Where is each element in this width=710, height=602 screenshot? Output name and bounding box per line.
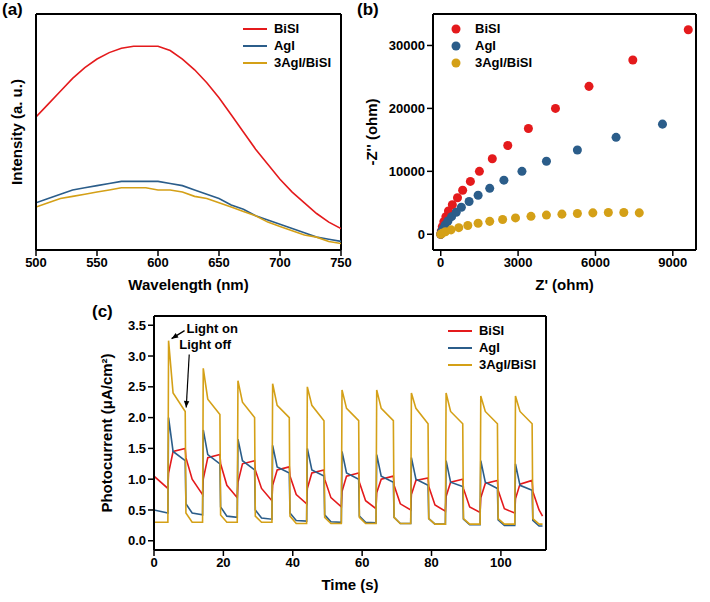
svg-text:Time (s): Time (s) xyxy=(321,576,378,593)
svg-text:650: 650 xyxy=(208,255,230,270)
html-text:BiSI: BiSI xyxy=(475,21,501,36)
svg-text:20000: 20000 xyxy=(389,101,425,116)
svg-text:60: 60 xyxy=(355,555,369,570)
svg-text:550: 550 xyxy=(86,255,108,270)
svg-text:30000: 30000 xyxy=(389,38,425,53)
svg-text:Z' (ohm): Z' (ohm) xyxy=(535,276,594,293)
svg-text:Light on: Light on xyxy=(187,321,238,336)
svg-text:Light off: Light off xyxy=(179,337,232,352)
html-text:BiSI: BiSI xyxy=(273,21,300,36)
svg-text:3.0: 3.0 xyxy=(128,349,146,364)
svg-text:Intensity (a. u.): Intensity (a. u.) xyxy=(8,79,25,185)
svg-text:0: 0 xyxy=(437,255,444,270)
html-text:(b): (b) xyxy=(357,0,379,19)
html-text:AgI: AgI xyxy=(273,38,295,53)
svg-text:-Z'' (ohm): -Z'' (ohm) xyxy=(363,98,380,165)
svg-text:500: 500 xyxy=(25,255,47,270)
svg-text:20: 20 xyxy=(216,555,230,570)
svg-text:40: 40 xyxy=(286,555,300,570)
html-text:3AgI/BiSI: 3AgI/BiSI xyxy=(273,55,331,70)
svg-text:3.5: 3.5 xyxy=(128,318,146,333)
svg-text:0.0: 0.0 xyxy=(128,533,146,548)
html-text:3AgI/BiSI: 3AgI/BiSI xyxy=(475,55,533,70)
svg-text:9000: 9000 xyxy=(658,255,687,270)
html-text:(a): (a) xyxy=(2,0,23,19)
svg-text:750: 750 xyxy=(330,255,352,270)
html-text:3AgI/BiSI: 3AgI/BiSI xyxy=(478,357,536,372)
svg-text:80: 80 xyxy=(424,555,438,570)
svg-text:Photocurrent (μA/cm²): Photocurrent (μA/cm²) xyxy=(98,353,115,512)
html-text:BiSI: BiSI xyxy=(478,323,505,338)
svg-text:600: 600 xyxy=(147,255,169,270)
svg-text:1.0: 1.0 xyxy=(128,472,146,487)
svg-text:6000: 6000 xyxy=(581,255,610,270)
svg-text:700: 700 xyxy=(269,255,291,270)
html-text:(c): (c) xyxy=(92,302,113,321)
svg-text:100: 100 xyxy=(490,555,512,570)
svg-text:0: 0 xyxy=(418,227,425,242)
svg-text:2.5: 2.5 xyxy=(128,379,146,394)
html-text:AgI: AgI xyxy=(475,38,496,53)
svg-text:3000: 3000 xyxy=(504,255,533,270)
svg-text:2.0: 2.0 xyxy=(128,410,146,425)
svg-text:10000: 10000 xyxy=(389,164,425,179)
html-text:AgI: AgI xyxy=(478,340,500,355)
svg-text:0: 0 xyxy=(150,555,157,570)
svg-text:0.5: 0.5 xyxy=(128,503,146,518)
svg-text:1.5: 1.5 xyxy=(128,441,146,456)
svg-text:Wavelength (nm): Wavelength (nm) xyxy=(128,276,248,293)
